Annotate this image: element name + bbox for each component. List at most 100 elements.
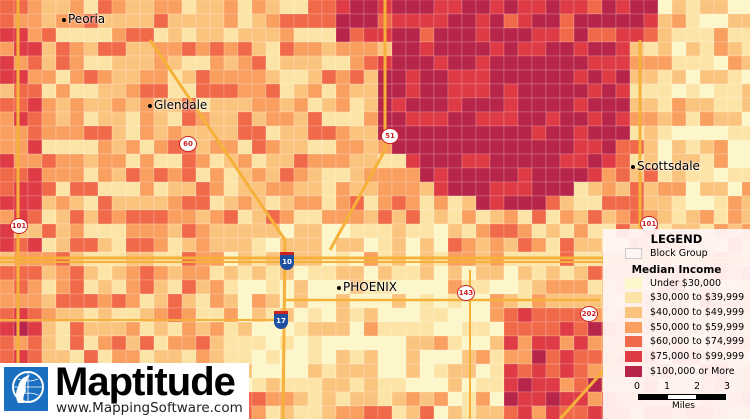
block-group bbox=[363, 209, 379, 225]
block-group bbox=[405, 41, 421, 57]
legend-label: $30,000 to $39,999 bbox=[650, 292, 745, 304]
block-group bbox=[223, 69, 239, 85]
block-group bbox=[419, 13, 435, 29]
city-label: PHOENIX bbox=[343, 280, 398, 294]
block-group bbox=[265, 181, 281, 197]
block-group bbox=[307, 321, 323, 337]
block-group bbox=[363, 13, 379, 29]
block-group bbox=[741, 139, 750, 155]
block-group bbox=[27, 195, 43, 211]
block-group bbox=[447, 139, 463, 155]
block-group bbox=[41, 55, 57, 71]
block-group bbox=[517, 195, 533, 211]
block-group bbox=[69, 265, 85, 281]
block-group bbox=[447, 111, 463, 127]
block-group bbox=[279, 153, 295, 169]
block-group bbox=[111, 167, 127, 183]
block-group bbox=[671, 55, 687, 71]
block-group bbox=[335, 125, 351, 141]
block-group bbox=[517, 209, 533, 225]
block-group bbox=[69, 237, 85, 253]
block-group bbox=[559, 153, 575, 169]
block-group bbox=[0, 181, 15, 197]
block-group bbox=[279, 55, 295, 71]
block-group bbox=[55, 167, 71, 183]
block-group bbox=[195, 335, 211, 351]
block-group bbox=[0, 195, 15, 211]
block-group bbox=[293, 0, 309, 15]
block-group bbox=[321, 125, 337, 141]
block-group bbox=[685, 97, 701, 113]
block-group bbox=[293, 391, 309, 407]
block-group bbox=[531, 307, 547, 323]
block-group bbox=[559, 97, 575, 113]
block-group bbox=[447, 223, 463, 239]
block-group bbox=[111, 335, 127, 351]
block-group bbox=[111, 139, 127, 155]
block-group bbox=[517, 97, 533, 113]
block-group bbox=[69, 41, 85, 57]
logo-url[interactable]: www.MappingSoftware.com bbox=[56, 400, 243, 416]
block-group bbox=[55, 27, 71, 43]
block-group bbox=[55, 111, 71, 127]
block-group bbox=[237, 27, 253, 43]
block-group bbox=[405, 153, 421, 169]
block-group bbox=[83, 111, 99, 127]
block-group bbox=[503, 237, 519, 253]
block-group bbox=[181, 167, 197, 183]
block-group bbox=[503, 97, 519, 113]
block-group bbox=[531, 181, 547, 197]
block-group bbox=[363, 69, 379, 85]
scale-tick: 3 bbox=[723, 380, 730, 392]
block-group bbox=[433, 55, 449, 71]
block-group bbox=[265, 237, 281, 253]
block-group bbox=[615, 69, 631, 85]
block-group bbox=[559, 209, 575, 225]
block-group bbox=[125, 181, 141, 197]
block-group bbox=[363, 0, 379, 15]
block-group bbox=[209, 195, 225, 211]
block-group bbox=[433, 0, 449, 15]
block-group bbox=[27, 167, 43, 183]
block-group bbox=[601, 181, 617, 197]
block-group bbox=[741, 181, 750, 197]
block-group bbox=[125, 279, 141, 295]
block-group bbox=[265, 125, 281, 141]
block-group bbox=[503, 279, 519, 295]
block-group bbox=[41, 335, 57, 351]
block-group bbox=[489, 349, 505, 365]
block-group bbox=[559, 349, 575, 365]
legend-swatch bbox=[625, 306, 642, 318]
block-group bbox=[433, 13, 449, 29]
block-group bbox=[517, 349, 533, 365]
block-group bbox=[531, 195, 547, 211]
block-group bbox=[713, 69, 729, 85]
block-group bbox=[433, 181, 449, 197]
block-group bbox=[727, 41, 743, 57]
block-group bbox=[125, 209, 141, 225]
block-group bbox=[531, 83, 547, 99]
scale-tick: 1 bbox=[663, 380, 671, 392]
block-group bbox=[713, 0, 729, 15]
block-group bbox=[363, 349, 379, 365]
block-group bbox=[657, 195, 673, 211]
block-group bbox=[489, 405, 505, 419]
block-group bbox=[335, 195, 351, 211]
block-group bbox=[41, 237, 57, 253]
block-group bbox=[55, 265, 71, 281]
legend-class-row: $60,000 to $74,999 bbox=[625, 334, 750, 349]
block-group bbox=[741, 83, 750, 99]
block-group bbox=[419, 125, 435, 141]
block-group bbox=[545, 363, 561, 379]
block-group bbox=[279, 181, 295, 197]
block-group bbox=[517, 55, 533, 71]
block-group bbox=[545, 195, 561, 211]
block-group bbox=[41, 27, 57, 43]
block-group bbox=[671, 83, 687, 99]
block-group bbox=[251, 167, 267, 183]
block-group bbox=[293, 97, 309, 113]
block-group bbox=[391, 195, 407, 211]
block-group bbox=[433, 335, 449, 351]
legend-label: $100,000 or More bbox=[650, 365, 735, 377]
